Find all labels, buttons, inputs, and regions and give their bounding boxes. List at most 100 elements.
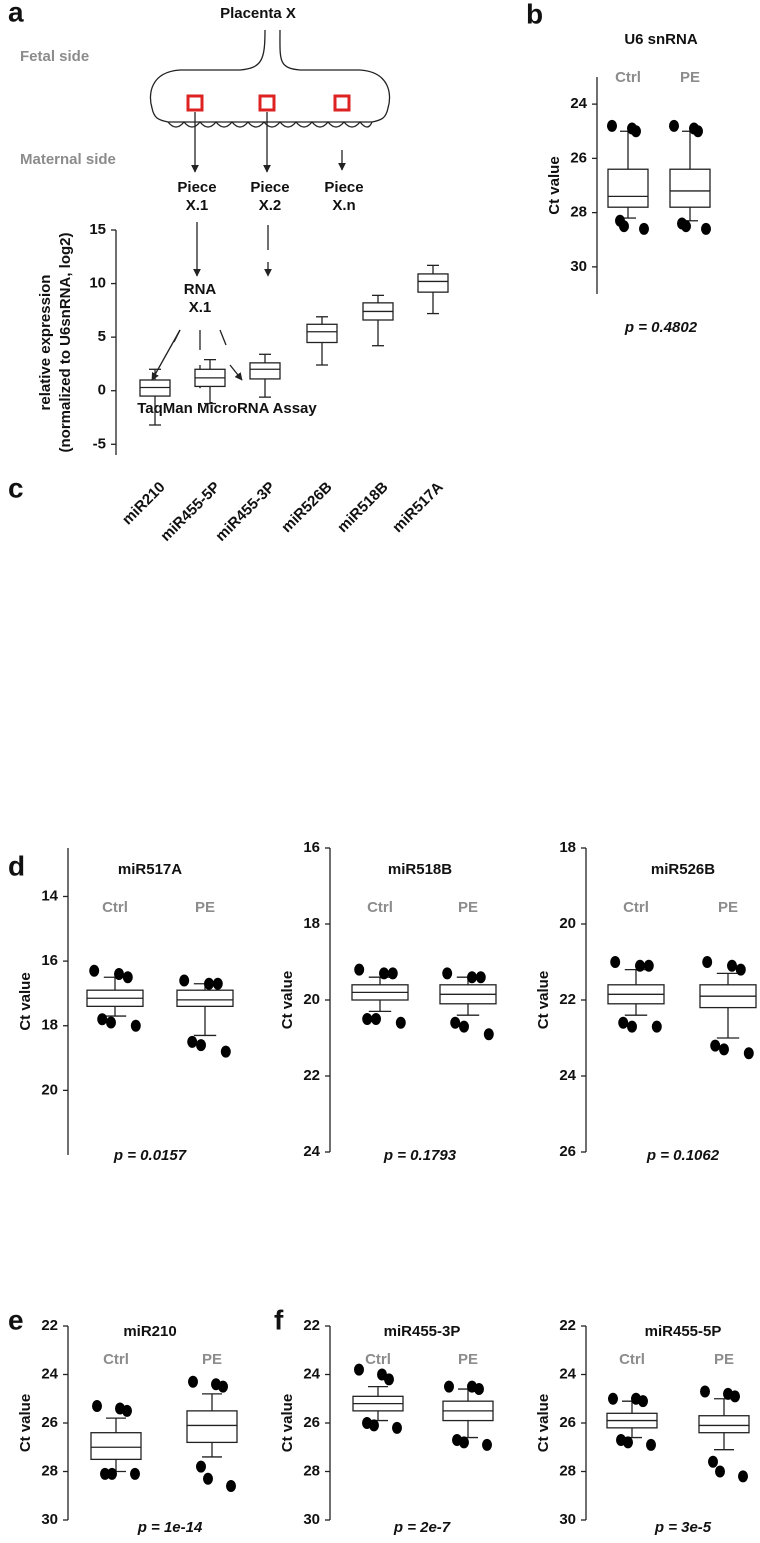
- x-tick-label: miR517A: [389, 479, 447, 537]
- piece-label: Piece: [177, 179, 216, 196]
- y-tick-label: 24: [303, 1143, 320, 1160]
- assay-label: TaqMan MicroRNA Assay: [137, 400, 317, 417]
- outlier: [107, 1467, 117, 1480]
- outlier: [735, 963, 746, 976]
- panel-label: c: [8, 472, 24, 503]
- outlier: [483, 1028, 494, 1041]
- p-value: p = 0.1062: [646, 1147, 720, 1164]
- outlier: [710, 1039, 721, 1052]
- outlier: [196, 1039, 206, 1052]
- y-tick-label: 16: [41, 952, 58, 969]
- panel-label: b: [526, 0, 543, 29]
- outlier: [743, 1047, 754, 1060]
- sample-square: [333, 94, 351, 112]
- p-value: p = 3e-5: [654, 1519, 712, 1536]
- outlier: [702, 956, 713, 968]
- outlier: [669, 119, 679, 132]
- outlier: [727, 959, 737, 972]
- outlier: [459, 1436, 469, 1449]
- outlier: [442, 967, 453, 980]
- outlier: [196, 1460, 206, 1473]
- sample-square: [258, 94, 276, 112]
- outlier: [130, 1019, 141, 1032]
- y-tick-label: 26: [570, 149, 587, 166]
- outlier: [204, 977, 214, 990]
- y-tick-label: 24: [303, 1365, 320, 1382]
- y-axis-label: Ct value: [535, 971, 552, 1029]
- y-axis-label: (normalized to U6snRNA, log2): [57, 232, 74, 452]
- y-tick-label: 24: [559, 1365, 576, 1382]
- chart-title: miR518B: [388, 861, 452, 878]
- y-tick-label: 28: [570, 204, 587, 221]
- p-value: p = 2e-7: [393, 1519, 451, 1536]
- y-tick-label: 28: [303, 1462, 320, 1479]
- outlier: [130, 1467, 140, 1480]
- outlier: [459, 1020, 469, 1033]
- x-tick-label: miR210: [119, 479, 169, 529]
- y-axis-label: Ct value: [535, 1394, 552, 1452]
- outlier: [371, 1013, 381, 1025]
- y-tick-label: 30: [303, 1511, 320, 1528]
- outlier: [92, 1400, 102, 1413]
- outlier: [627, 1020, 637, 1033]
- outlier: [114, 968, 124, 981]
- y-tick-label: 30: [570, 258, 587, 275]
- outlier: [100, 1467, 110, 1480]
- y-tick-label: 28: [559, 1462, 576, 1479]
- maternal-edge: [167, 120, 373, 128]
- x-tick-label: PE: [714, 1351, 734, 1368]
- dash: [219, 329, 227, 346]
- box: [698, 1415, 750, 1434]
- outlier: [475, 971, 486, 984]
- box: [249, 362, 281, 380]
- y-tick-label: 30: [559, 1511, 576, 1528]
- outlier: [369, 1419, 379, 1432]
- x-tick-label: Ctrl: [619, 1351, 645, 1368]
- box: [306, 323, 338, 344]
- chart-title: miR210: [123, 1323, 176, 1340]
- y-axis-label: relative expression: [37, 275, 54, 411]
- p-value: p = 0.0157: [113, 1147, 187, 1164]
- piece-label: Piece: [250, 179, 289, 196]
- maternal-label: Maternal side: [20, 151, 116, 168]
- outlier: [97, 1013, 108, 1026]
- y-tick-label: 18: [303, 915, 320, 932]
- outlier: [701, 222, 711, 235]
- x-tick-label: Ctrl: [102, 899, 128, 916]
- piece-label: X.1: [186, 197, 209, 214]
- panel-label: e: [8, 1304, 24, 1335]
- x-tick-label: Ctrl: [623, 899, 649, 916]
- outlier: [610, 956, 621, 968]
- outlier: [220, 1045, 231, 1058]
- y-tick-label: 16: [303, 839, 320, 856]
- y-tick-label: 26: [41, 1414, 58, 1431]
- y-tick-label: 24: [570, 95, 587, 112]
- y-tick-label: 10: [89, 275, 106, 292]
- dash: [173, 329, 181, 343]
- x-tick-label: PE: [202, 1351, 222, 1368]
- y-tick-label: 20: [303, 991, 320, 1008]
- rna-label: RNA: [184, 281, 217, 298]
- outlier: [444, 1380, 454, 1393]
- outlier: [188, 1375, 198, 1388]
- y-tick-label: 22: [559, 1317, 576, 1334]
- piece-label: Piece: [324, 179, 363, 196]
- outlier: [639, 222, 649, 235]
- y-tick-label: 22: [559, 991, 576, 1008]
- outlier: [700, 1385, 710, 1398]
- outlier: [450, 1016, 461, 1029]
- x-tick-label: Ctrl: [367, 899, 393, 916]
- outlier: [474, 1383, 484, 1396]
- outlier: [384, 1373, 394, 1386]
- outlier: [106, 1016, 116, 1029]
- box: [90, 1432, 142, 1461]
- outlier: [379, 967, 389, 980]
- outlier: [218, 1380, 228, 1393]
- outlier: [715, 1465, 725, 1478]
- chart-title: miR455-5P: [645, 1323, 722, 1340]
- diagram: Placenta X Fetal side Maternal side Piec…: [20, 5, 391, 417]
- y-tick-label: 26: [303, 1414, 320, 1431]
- outlier: [482, 1438, 492, 1451]
- x-tick-label: PE: [458, 899, 478, 916]
- box: [607, 168, 649, 208]
